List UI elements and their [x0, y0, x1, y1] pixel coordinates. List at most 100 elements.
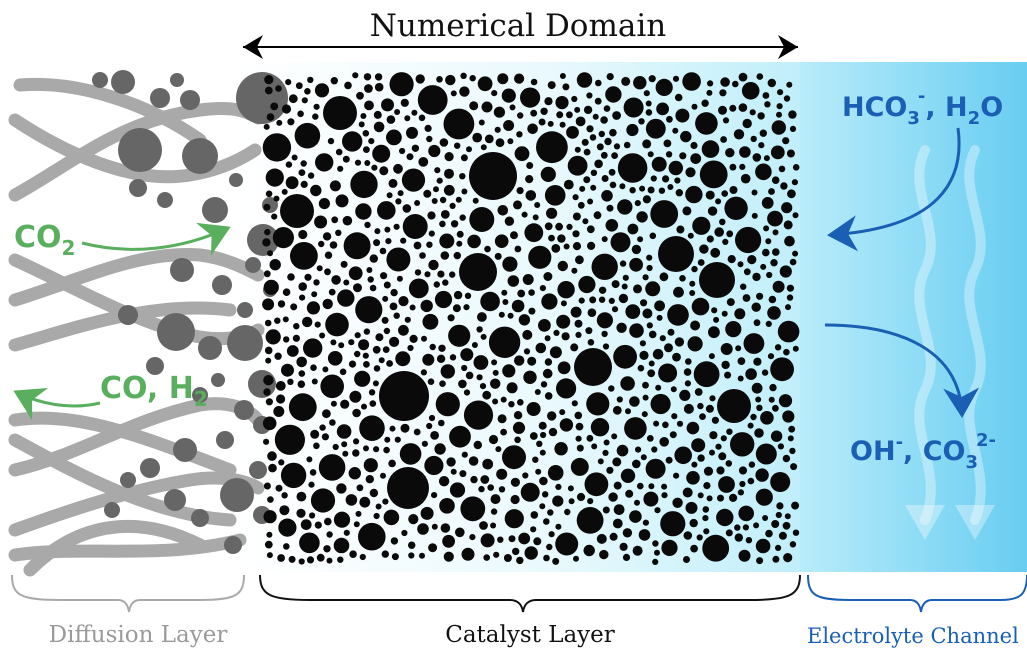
- catalyst-particle: [319, 332, 326, 339]
- catalyst-particle: [379, 371, 429, 421]
- catalyst-particle: [571, 95, 578, 103]
- catalyst-particle: [574, 106, 581, 113]
- catalyst-particle: [776, 103, 783, 110]
- catalyst-particle: [516, 131, 523, 138]
- catalyst-particle: [639, 350, 649, 360]
- catalyst-particle: [642, 274, 649, 281]
- catalyst-particle: [696, 534, 703, 541]
- catalyst-particle: [573, 555, 579, 562]
- catalyst-particle: [358, 522, 386, 551]
- catalyst-particle: [540, 381, 548, 388]
- catalyst-particle: [629, 396, 640, 407]
- catalyst-particle: [654, 300, 665, 312]
- catalyst-particle: [494, 234, 509, 248]
- catalyst-particle: [738, 103, 748, 112]
- catalyst-particle: [419, 252, 426, 259]
- catalyst-particle: [725, 529, 733, 537]
- catalyst-particle: [342, 155, 350, 163]
- catalyst-particle: [388, 459, 396, 468]
- catalyst-particle: [737, 261, 744, 268]
- catalyst-particle: [503, 554, 512, 562]
- catalyst-particle: [544, 392, 553, 400]
- catalyst-particle: [547, 411, 557, 421]
- catalyst-particle: [612, 457, 622, 467]
- catalyst-particle: [772, 248, 780, 256]
- catalyst-particle: [262, 133, 292, 162]
- catalyst-particle: [373, 512, 380, 520]
- catalyst-particle: [287, 378, 294, 385]
- catalyst-particle: [330, 400, 337, 407]
- catalyst-particle: [574, 146, 581, 153]
- catalyst-particle: [611, 280, 620, 289]
- diffusion-particle: [245, 257, 261, 273]
- catalyst-particle: [504, 509, 524, 529]
- catalyst-particle: [577, 201, 585, 209]
- catalyst-particle: [587, 198, 594, 205]
- catalyst-particle: [420, 299, 433, 313]
- catalyst-particle: [645, 118, 666, 139]
- catalyst-particle: [782, 454, 791, 463]
- catalyst-particle: [324, 517, 332, 526]
- catalyst-particle: [589, 134, 597, 141]
- catalyst-particle: [330, 77, 338, 85]
- catalyst-particle: [616, 444, 629, 457]
- catalyst-particle: [602, 449, 609, 456]
- catalyst-particle: [404, 316, 411, 323]
- catalyst-particle: [629, 323, 644, 338]
- catalyst-particle: [447, 314, 455, 322]
- catalyst-particle: [611, 306, 619, 313]
- catalyst-particle: [373, 446, 380, 453]
- catalyst-particle: [586, 92, 593, 99]
- catalyst-particle: [263, 388, 271, 396]
- catalyst-particle: [479, 521, 488, 530]
- catalyst-particle: [751, 382, 763, 394]
- catalyst-particle: [522, 472, 529, 479]
- catalyst-particle: [756, 557, 764, 565]
- catalyst-particle: [341, 441, 348, 448]
- catalyst-particle: [597, 458, 604, 465]
- catalyst-particle: [318, 198, 330, 210]
- catalyst-particle: [363, 73, 372, 81]
- catalyst-particle: [381, 550, 389, 558]
- catalyst-particle: [636, 211, 648, 223]
- catalyst-particle: [354, 159, 362, 166]
- catalyst-particle: [382, 498, 389, 505]
- catalyst-particle: [314, 83, 330, 98]
- catalyst-particle: [494, 126, 501, 133]
- catalyst-particle: [740, 173, 751, 184]
- catalyst-particle: [784, 235, 795, 247]
- catalyst-particle: [546, 207, 558, 219]
- catalyst-particle: [667, 184, 674, 190]
- catalyst-particle: [575, 255, 584, 265]
- catalyst-particle: [606, 466, 614, 474]
- catalyst-particle: [338, 342, 345, 349]
- catalyst-particle: [583, 148, 591, 156]
- catalyst-particle: [469, 207, 495, 232]
- catalyst-particle: [572, 242, 582, 251]
- catalyst-particle: [480, 333, 487, 340]
- catalyst-particle: [498, 311, 505, 318]
- diffusion-particle: [104, 502, 120, 518]
- catalyst-particle: [729, 104, 737, 112]
- catalyst-particle: [756, 73, 764, 80]
- catalyst-particle: [539, 503, 546, 510]
- catalyst-particle: [263, 438, 270, 445]
- catalyst-particle: [778, 394, 793, 408]
- electrolyte-brace: [807, 574, 1027, 613]
- catalyst-particle: [521, 211, 528, 218]
- catalyst-particle: [690, 153, 702, 165]
- catalyst-particle: [265, 329, 281, 345]
- catalyst-particle: [718, 105, 727, 115]
- catalyst-particle: [310, 184, 322, 197]
- catalyst-particle: [650, 393, 671, 415]
- catalyst-particle: [372, 380, 379, 387]
- catalyst-particle: [512, 547, 520, 556]
- catalyst-particle: [676, 225, 685, 234]
- catalyst-particle: [568, 498, 575, 505]
- catalyst-particle: [548, 234, 555, 242]
- catalyst-particle: [333, 511, 351, 528]
- catalyst-particle: [613, 344, 637, 369]
- catalyst-particle: [733, 129, 745, 140]
- catalyst-particle: [755, 488, 773, 506]
- catalyst-particle: [642, 139, 652, 149]
